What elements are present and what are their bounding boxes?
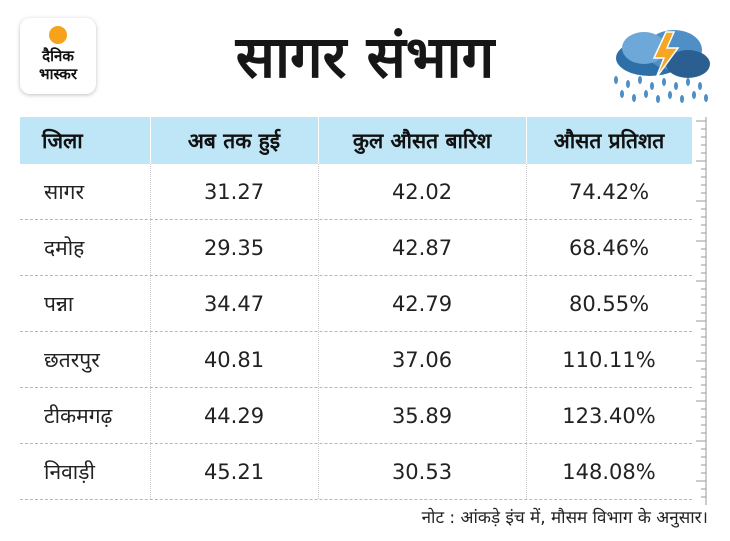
header-average-percent: औसत प्रतिशत — [526, 117, 692, 164]
header-rain-so-far: अब तक हुई — [150, 117, 318, 164]
table-row: निवाड़ी 45.21 30.53 148.08% — [20, 444, 692, 500]
table-row: टीकमगढ़ 44.29 35.89 123.40% — [20, 388, 692, 444]
percent-cell: 123.40% — [526, 388, 692, 443]
sun-icon — [49, 26, 67, 44]
district-cell: छतरपुर — [44, 347, 100, 372]
total-average-cell: 37.06 — [318, 332, 526, 387]
header-total-average-rain: कुल औसत बारिश — [318, 117, 526, 164]
percent-cell: 80.55% — [526, 276, 692, 331]
table-row: सागर 31.27 42.02 74.42% — [20, 164, 692, 220]
total-average-cell: 35.89 — [318, 388, 526, 443]
percent-cell: 110.11% — [526, 332, 692, 387]
total-average-cell: 42.79 — [318, 276, 526, 331]
rain-cloud-lightning-icon — [614, 30, 710, 103]
page-title: सागर संभाग — [235, 23, 495, 91]
rain-so-far-cell: 34.47 — [150, 276, 318, 331]
total-average-cell: 42.02 — [318, 164, 526, 219]
rainfall-table: जिला अब तक हुई कुल औसत बारिश औसत प्रतिशत… — [20, 117, 692, 500]
district-cell: निवाड़ी — [44, 459, 95, 484]
district-cell: सागर — [44, 179, 85, 204]
dainik-bhaskar-logo: दैनिक भास्कर — [20, 18, 96, 94]
rain-so-far-cell: 29.35 — [150, 220, 318, 275]
brand-line-1: दैनिक — [42, 47, 74, 65]
total-average-cell: 30.53 — [318, 444, 526, 499]
rain-so-far-cell: 45.21 — [150, 444, 318, 499]
rain-so-far-cell: 40.81 — [150, 332, 318, 387]
percent-cell: 148.08% — [526, 444, 692, 499]
district-cell: दमोह — [44, 235, 85, 260]
rain-so-far-cell: 44.29 — [150, 388, 318, 443]
total-average-cell: 42.87 — [318, 220, 526, 275]
percent-cell: 68.46% — [526, 220, 692, 275]
footnote: नोट : आंकड़े इंच में, मौसम विभाग के अनुस… — [421, 508, 708, 528]
percent-cell: 74.42% — [526, 164, 692, 219]
table-row: छतरपुर 40.81 37.06 110.11% — [20, 332, 692, 388]
table-row: दमोह 29.35 42.87 68.46% — [20, 220, 692, 276]
rain-so-far-cell: 31.27 — [150, 164, 318, 219]
table-header: जिला अब तक हुई कुल औसत बारिश औसत प्रतिशत — [20, 117, 692, 164]
district-cell: पन्ना — [44, 291, 74, 316]
brand-line-2: भास्कर — [39, 65, 77, 83]
header-district: जिला — [42, 128, 83, 153]
district-cell: टीकमगढ़ — [44, 403, 113, 428]
table-row: पन्ना 34.47 42.79 80.55% — [20, 276, 692, 332]
decorative-ruler — [696, 117, 707, 505]
